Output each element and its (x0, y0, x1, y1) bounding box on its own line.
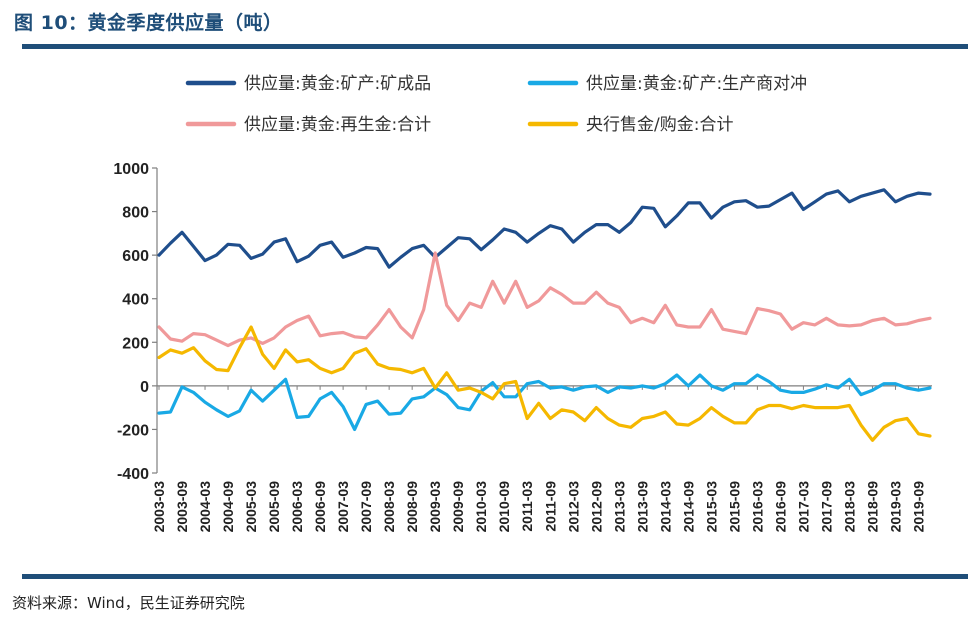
x-tick-label: 2004-09 (220, 481, 236, 533)
series-line-4 (157, 325, 932, 442)
legend-label: 供应量:黄金:再生金:合计 (244, 115, 431, 135)
x-tick-label: 2014-09 (680, 481, 696, 533)
x-tick-label: 2019-09 (910, 481, 926, 533)
x-tick-label: 2013-09 (634, 481, 650, 533)
x-tick-label: 2019-03 (887, 481, 903, 533)
x-tick-label: 2008-03 (381, 481, 397, 533)
x-tick-label: 2015-09 (726, 481, 742, 533)
x-tick-label: 2011-09 (542, 481, 558, 532)
x-tick-label: 2006-03 (289, 481, 305, 533)
x-tick-label: 2004-03 (197, 481, 213, 533)
x-tick-label: 2008-09 (404, 481, 420, 533)
legend-label: 供应量:黄金:矿产:矿成品 (244, 74, 431, 94)
x-tick-label: 2006-09 (312, 481, 328, 533)
figure-title: 图 10：黄金季度供应量（吨） (14, 12, 283, 34)
x-tick-label: 2015-03 (703, 481, 719, 533)
axes: -400 -200 0 200 400 600 800 1000 2003-03 2003-09 2… (113, 161, 932, 532)
x-tick-label: 2009-09 (450, 481, 466, 533)
series-line-3 (157, 251, 932, 348)
x-tick-label: 2005-03 (243, 481, 259, 533)
x-tick-label: 2007-09 (358, 481, 374, 533)
x-tick-label: 2017-09 (818, 481, 834, 533)
x-tick-label: 2013-03 (611, 481, 627, 533)
x-tick-label: 2003-03 (151, 481, 167, 533)
x-tick-label: 2012-09 (588, 481, 604, 533)
x-tick-label: 2016-09 (772, 481, 788, 533)
x-tick-label: 2010-09 (496, 481, 512, 533)
series-lines (157, 188, 932, 442)
y-tick-label: -200 (117, 422, 149, 439)
y-tick-label: 600 (122, 248, 149, 265)
legend: 供应量:黄金:矿产:矿成品 供应量:黄金:矿产:生产商对冲供应量:黄金:再生金:合… (185, 74, 807, 135)
line-chart: 供应量:黄金:矿产:矿成品 供应量:黄金:矿产:生产商对冲供应量:黄金:再生金:合… (113, 74, 932, 532)
series-line-1 (157, 188, 932, 269)
bottom-divider (22, 574, 968, 579)
x-tick-label: 2014-03 (657, 481, 673, 533)
y-tick-label: 1000 (113, 161, 149, 178)
y-tick-label: -400 (117, 466, 149, 483)
x-tick-label: 2016-03 (749, 481, 765, 533)
x-tick-label: 2003-09 (174, 481, 190, 533)
x-tick-label: 2012-03 (565, 481, 581, 533)
y-tick-label: 200 (122, 335, 149, 352)
x-tick-label: 2009-03 (427, 481, 443, 533)
x-tick-label: 2017-03 (795, 481, 811, 533)
y-tick-label: 400 (122, 292, 149, 309)
x-tick-label: 2007-03 (335, 481, 351, 533)
series-line-2 (157, 373, 932, 431)
x-tick-label: 2018-03 (841, 481, 857, 533)
source-note: 资料来源：Wind，民生证券研究院 (12, 594, 245, 612)
x-tick-label: 2011-03 (519, 481, 535, 532)
y-tick-label: 800 (122, 205, 149, 222)
top-divider (22, 44, 968, 49)
x-tick-label: 2010-03 (473, 481, 489, 533)
y-tick-label: 0 (140, 379, 149, 396)
legend-label: 央行售金/购金:合计 (586, 115, 733, 135)
x-tick-label: 2005-09 (266, 481, 282, 533)
legend-label: 供应量:黄金:矿产:生产商对冲 (586, 74, 807, 94)
x-tick-label: 2018-09 (864, 481, 880, 533)
